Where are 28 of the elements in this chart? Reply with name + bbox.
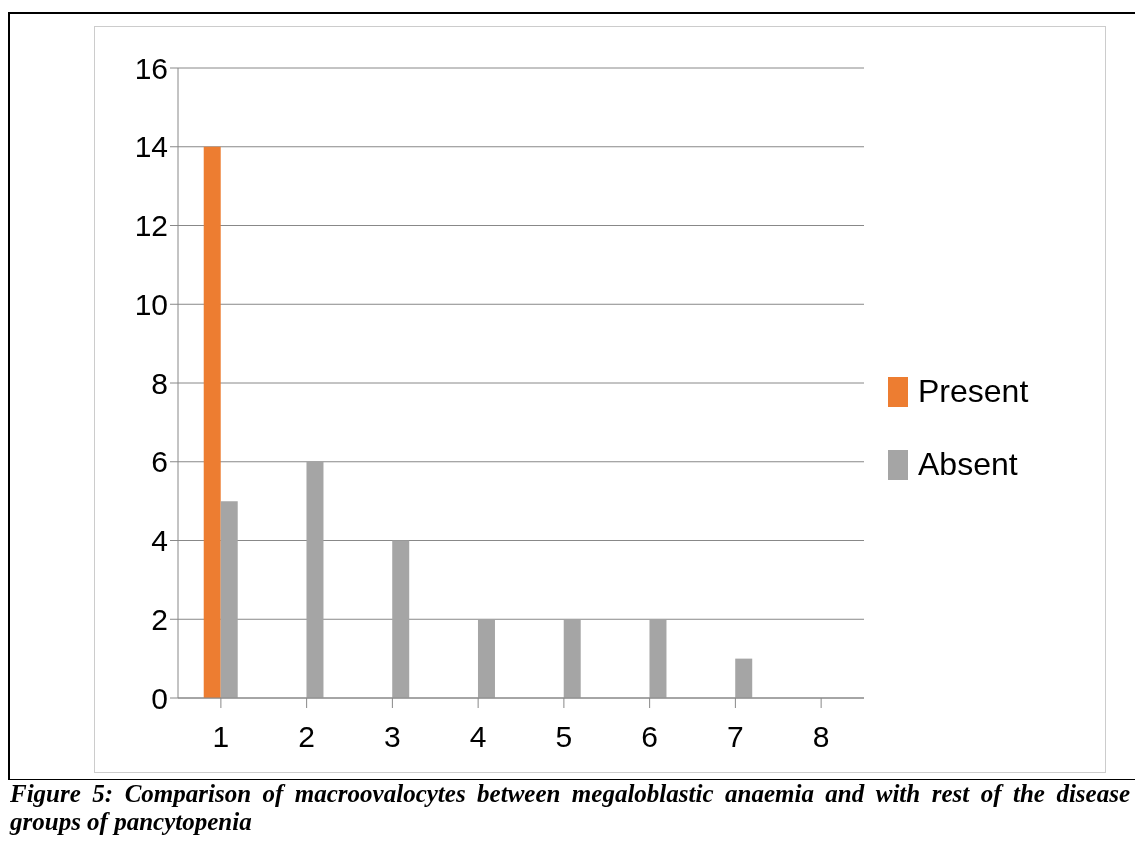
x-tick-label: 5 [555,720,573,754]
y-tick-label: 0 [151,681,168,715]
bar [220,501,238,698]
x-tick-label: 2 [298,720,315,754]
caption: Figure 5: Comparison of macroovalocytes between megaloblastic anaemia and with rest of the disease groups of pancytopenia [10,780,1130,835]
x-tick-label: 1 [212,720,230,754]
bar [392,540,410,698]
x-tick-label: 3 [384,720,401,754]
bar [563,619,581,698]
y-tick-label: 2 [151,602,168,636]
y-tick-label: 16 [134,51,168,85]
y-tick-label: 10 [134,287,168,321]
x-tick-label: 8 [812,720,830,754]
bar [649,619,667,698]
x-tick-label: 4 [469,720,487,754]
bar [306,461,324,698]
bar [477,619,495,698]
bar [203,146,221,698]
y-tick-label: 6 [151,445,168,479]
y-tick-label: 4 [151,524,168,558]
legend-label: Absent [918,446,1018,483]
x-tick-label: 7 [727,720,744,754]
y-tick-label: 8 [151,366,168,400]
bar [735,658,753,698]
y-tick-label: 14 [134,130,168,164]
y-tick-label: 12 [134,209,168,243]
x-tick-label: 6 [641,720,658,754]
legend-label: Present [918,373,1029,410]
